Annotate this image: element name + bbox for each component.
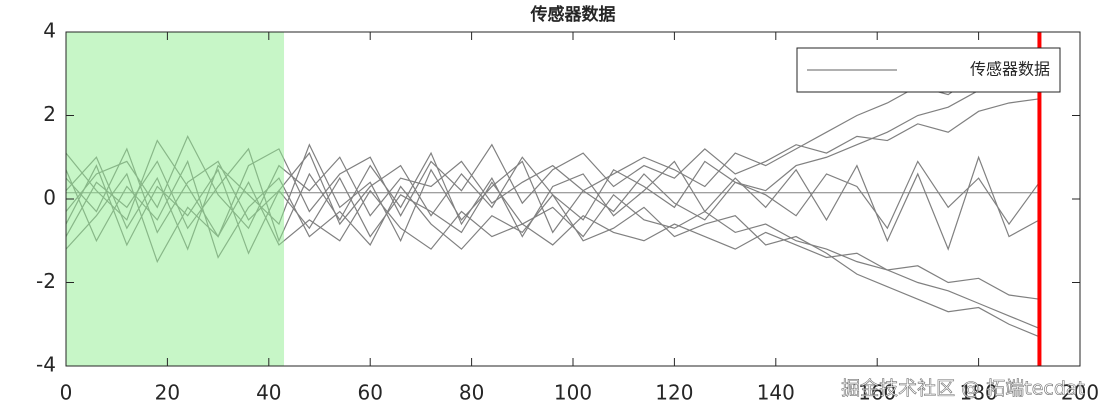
x-tick-label: 60 [357,381,382,405]
y-tick-label: 2 [43,102,56,126]
watermark: 掘金技术社区 @ 拓端tecdat [841,378,1085,400]
x-tick-label: 100 [554,381,592,405]
chart-title: 传感器数据 [530,4,616,25]
x-tick-label: 120 [655,381,693,405]
legend-label: 传感器数据 [970,60,1050,79]
y-tick-label: -2 [36,269,56,293]
x-tick-label: 20 [155,381,180,405]
x-tick-label: 180 [960,381,998,405]
x-tick-label: 0 [60,381,73,405]
x-tick-label: 140 [757,381,795,405]
y-tick-label: 4 [43,19,56,43]
x-tick-label: 160 [858,381,896,405]
y-tick-label: -4 [36,353,56,377]
x-tick-label: 200 [1061,381,1099,405]
y-tick-label: 0 [43,186,56,210]
x-tick-label: 40 [256,381,281,405]
shaded-region [66,32,285,366]
x-tick-label: 80 [459,381,484,405]
